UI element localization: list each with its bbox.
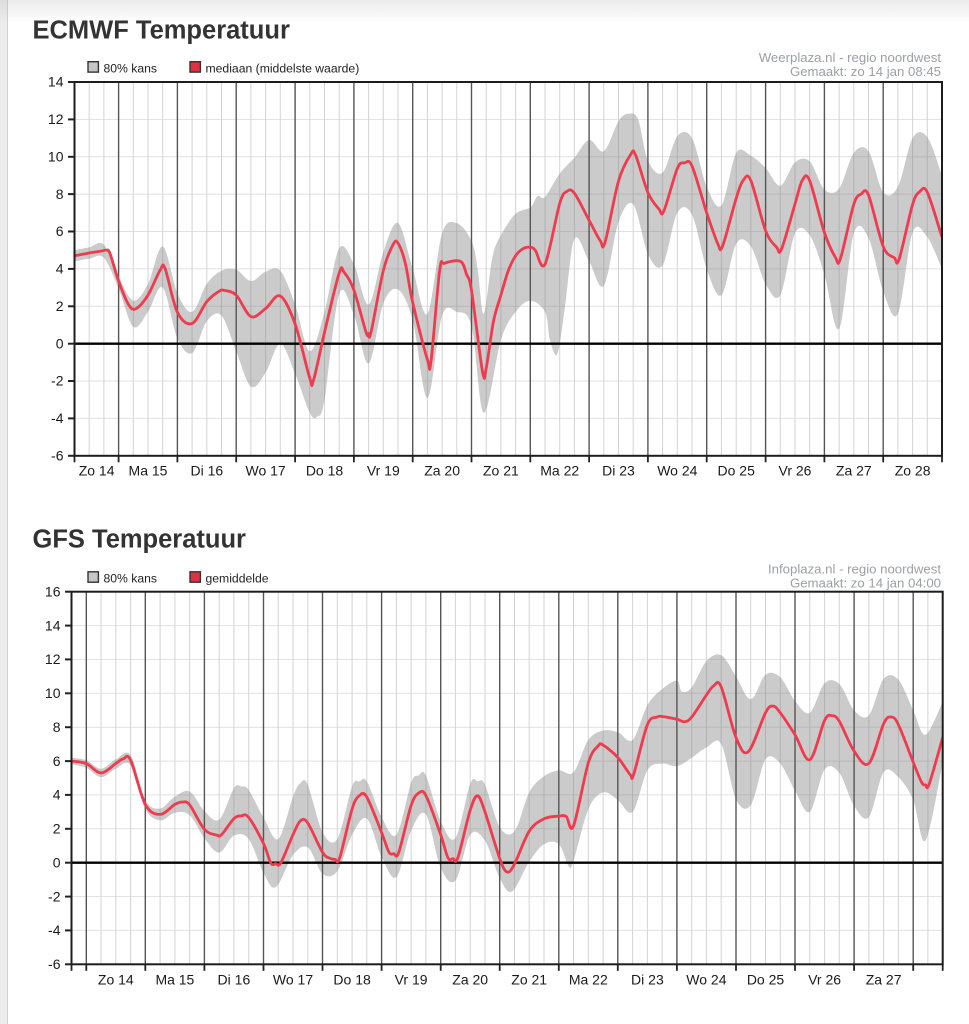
svg-text:-2: -2: [51, 373, 64, 389]
svg-text:Do 25: Do 25: [718, 463, 756, 479]
svg-text:Zo 14: Zo 14: [79, 463, 115, 479]
svg-text:Do 25: Do 25: [747, 972, 785, 988]
svg-text:4: 4: [56, 261, 64, 277]
svg-text:8: 8: [56, 186, 64, 202]
svg-text:Weerplaza.nl - regio noordwest: Weerplaza.nl - regio noordwest: [759, 50, 942, 65]
svg-text:Za 20: Za 20: [452, 972, 488, 988]
svg-text:Wo 24: Wo 24: [657, 463, 697, 479]
svg-text:12: 12: [48, 111, 64, 127]
svg-text:12: 12: [45, 651, 61, 667]
svg-text:Ma 22: Ma 22: [569, 972, 608, 988]
svg-text:Ma 22: Ma 22: [540, 463, 579, 479]
svg-text:14: 14: [45, 617, 61, 633]
svg-text:Wo 24: Wo 24: [686, 972, 726, 988]
svg-text:Za 27: Za 27: [866, 972, 902, 988]
svg-text:Vr 26: Vr 26: [779, 463, 812, 479]
svg-text:GFS Temperatuur: GFS Temperatuur: [33, 525, 247, 553]
svg-text:2: 2: [53, 821, 61, 837]
svg-text:Ma 15: Ma 15: [155, 972, 194, 988]
svg-text:0: 0: [53, 854, 61, 870]
svg-text:14: 14: [48, 74, 64, 90]
svg-text:gemiddelde: gemiddelde: [206, 572, 269, 586]
svg-text:-6: -6: [51, 448, 64, 464]
svg-text:8: 8: [53, 719, 61, 735]
svg-text:Di 23: Di 23: [631, 972, 664, 988]
svg-text:6: 6: [56, 223, 64, 239]
svg-text:Di 16: Di 16: [190, 463, 223, 479]
svg-text:mediaan (middelste waarde): mediaan (middelste waarde): [206, 62, 360, 76]
svg-text:Vr 19: Vr 19: [367, 463, 400, 479]
svg-text:80% kans: 80% kans: [104, 572, 158, 586]
svg-text:4: 4: [53, 787, 61, 803]
svg-text:80% kans: 80% kans: [104, 62, 158, 76]
svg-text:6: 6: [53, 753, 61, 769]
svg-text:Wo 17: Wo 17: [273, 972, 313, 988]
svg-text:Zo 21: Zo 21: [483, 463, 519, 479]
svg-text:-6: -6: [48, 956, 61, 972]
svg-text:Zo 14: Zo 14: [98, 972, 134, 988]
svg-text:Vr 19: Vr 19: [395, 972, 428, 988]
svg-text:Infoplaza.nl - regio noordwest: Infoplaza.nl - regio noordwest: [768, 562, 941, 577]
svg-text:Wo 17: Wo 17: [245, 463, 285, 479]
svg-text:Gemaakt: zo 14 jan 08:45: Gemaakt: zo 14 jan 08:45: [790, 64, 941, 79]
svg-text:ECMWF Temperatuur: ECMWF Temperatuur: [33, 17, 290, 45]
svg-text:10: 10: [48, 149, 64, 165]
svg-text:Do 18: Do 18: [306, 463, 344, 479]
svg-text:Do 18: Do 18: [333, 972, 371, 988]
svg-text:Vr 26: Vr 26: [808, 972, 841, 988]
svg-text:Gemaakt: zo 14 jan 04:00: Gemaakt: zo 14 jan 04:00: [790, 576, 941, 591]
svg-text:Ma 15: Ma 15: [129, 463, 168, 479]
svg-text:-4: -4: [51, 410, 64, 426]
svg-text:Di 23: Di 23: [602, 463, 635, 479]
svg-text:Di 16: Di 16: [218, 972, 251, 988]
svg-text:Za 27: Za 27: [836, 463, 872, 479]
svg-text:Za 20: Za 20: [424, 463, 460, 479]
svg-text:10: 10: [45, 685, 61, 701]
svg-text:Zo 21: Zo 21: [511, 972, 547, 988]
svg-text:Zo 28: Zo 28: [895, 463, 931, 479]
svg-text:-2: -2: [48, 888, 61, 904]
svg-text:0: 0: [56, 335, 64, 351]
svg-text:2: 2: [56, 298, 64, 314]
svg-text:-4: -4: [48, 922, 61, 938]
svg-text:16: 16: [45, 583, 61, 599]
